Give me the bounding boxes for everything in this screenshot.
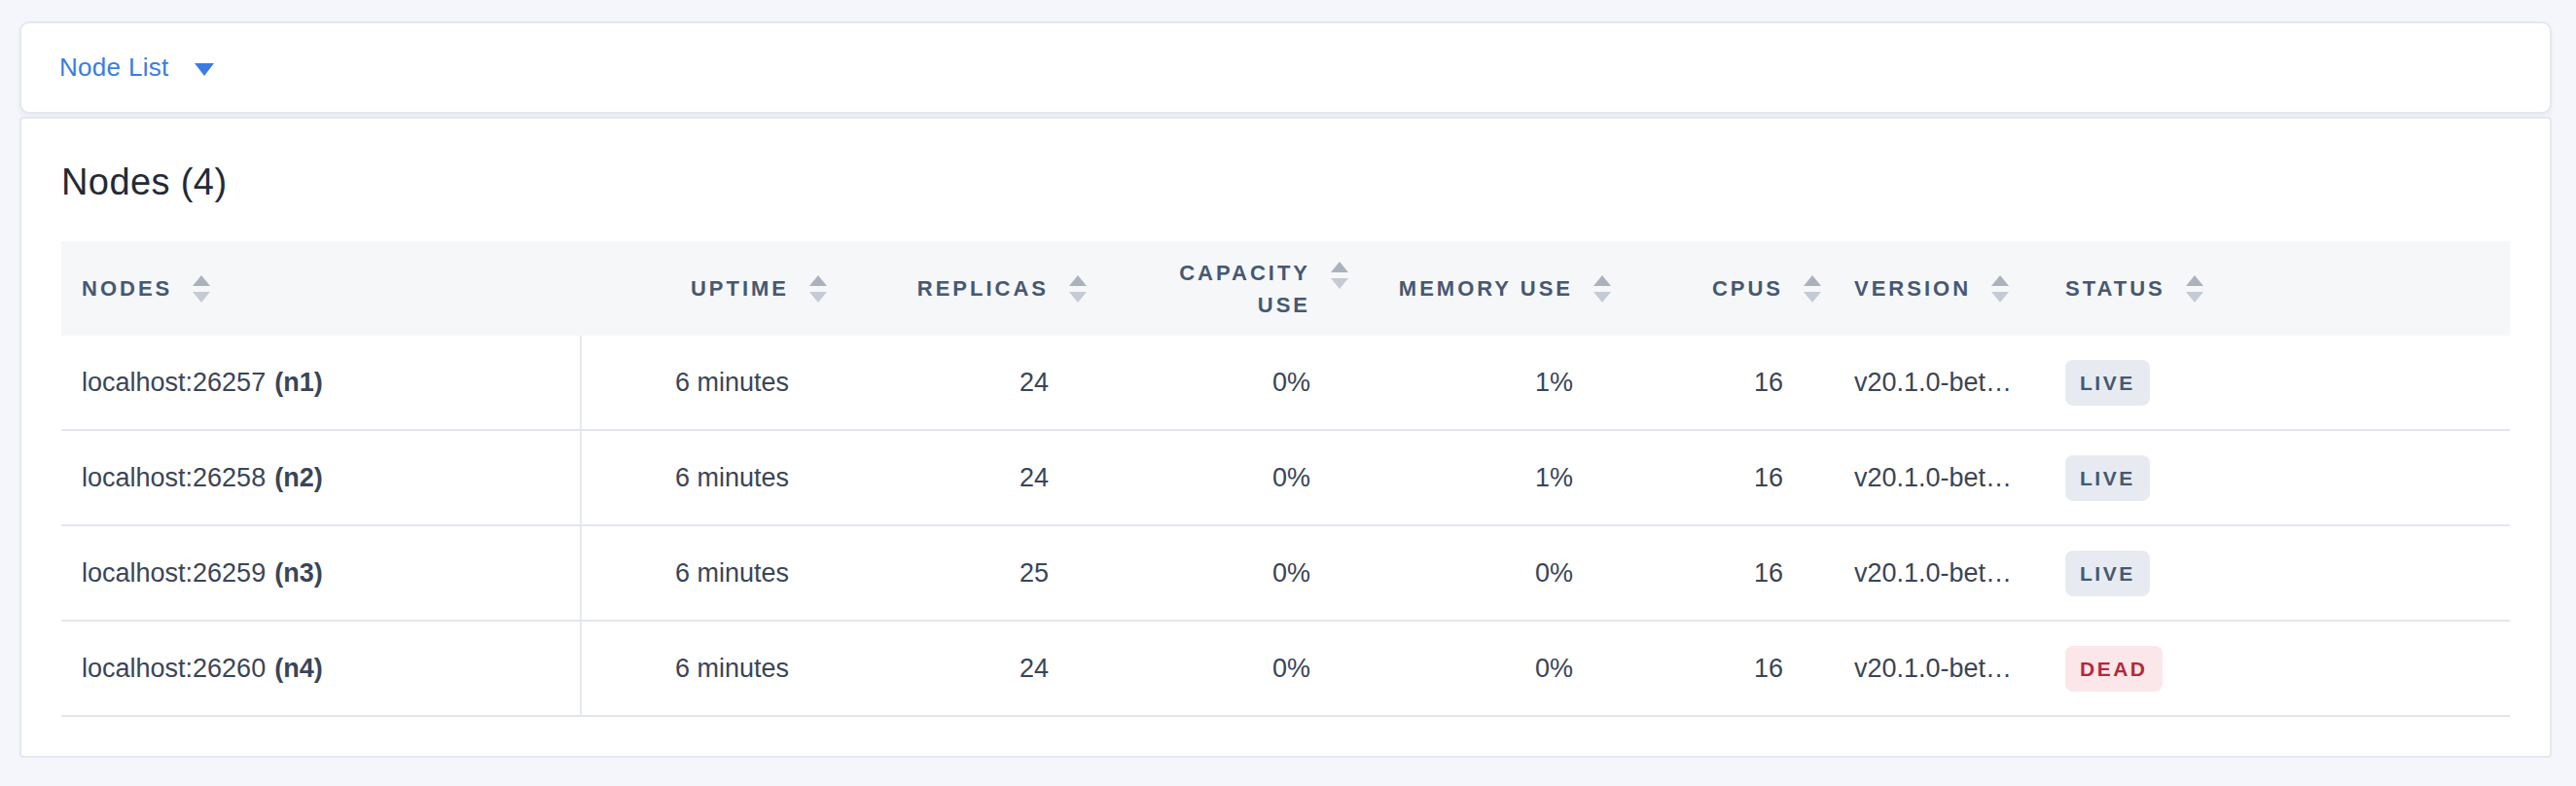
sort-arrows-icon: [1591, 275, 1614, 303]
column-header-nodes[interactable]: NODES: [61, 241, 582, 336]
replicas-cell: 24: [833, 336, 1092, 429]
status-cell: LIVE: [2044, 526, 2510, 620]
table-row-node-3[interactable]: localhost:26259 (n3) 6 minutes 25 0% 0% …: [61, 526, 2510, 622]
memory-use-cell: 0%: [1353, 526, 1616, 620]
capacity-use-cell: 0%: [1092, 526, 1353, 620]
column-header-capacity-use[interactable]: CAPACITY USE: [1092, 241, 1353, 336]
sort-down-icon: [1593, 292, 1611, 303]
nodes-panel: Nodes (4) NODES UPTIME REPLICAS CAPACITY…: [19, 117, 2552, 758]
sort-arrows-icon: [1328, 262, 1351, 289]
column-header-cpus[interactable]: CPUS: [1616, 241, 1820, 336]
sort-down-icon: [1069, 292, 1087, 303]
status-badge: LIVE: [2065, 551, 2150, 596]
table-row-node-1[interactable]: localhost:26257 (n1) 6 minutes 24 0% 1% …: [61, 336, 2510, 431]
uptime-cell: 6 minutes: [582, 336, 833, 429]
replicas-cell: 25: [833, 526, 1092, 620]
node-address: localhost:26258: [82, 463, 266, 493]
view-selector-bar: Node List: [19, 21, 2552, 114]
node-address: localhost:26257: [82, 368, 266, 398]
column-header-version[interactable]: VERSION: [1820, 241, 2044, 336]
node-address-cell: localhost:26260 (n4): [61, 622, 582, 715]
node-id: (n1): [274, 368, 323, 398]
column-header-label: UPTIME: [691, 276, 789, 302]
column-header-label: MEMORY USE: [1399, 276, 1573, 302]
node-list-dropdown[interactable]: Node List: [59, 53, 214, 83]
table-header-row: NODES UPTIME REPLICAS CAPACITY USE MEMOR…: [61, 241, 2510, 336]
sort-arrows-icon: [190, 275, 213, 303]
cpus-cell: 16: [1616, 431, 1820, 524]
sort-up-icon: [809, 275, 827, 286]
node-id: (n3): [274, 558, 323, 589]
sort-up-icon: [193, 275, 210, 286]
node-address-cell: localhost:26259 (n3): [61, 526, 582, 620]
node-address: localhost:26260: [82, 654, 266, 684]
column-header-label: CAPACITY USE: [1157, 257, 1310, 321]
nodes-table: NODES UPTIME REPLICAS CAPACITY USE MEMOR…: [61, 241, 2510, 717]
table-row-node-2[interactable]: localhost:26258 (n2) 6 minutes 24 0% 1% …: [61, 431, 2510, 526]
uptime-cell: 6 minutes: [582, 431, 833, 524]
status-badge: LIVE: [2065, 360, 2150, 406]
column-header-label: CPUS: [1712, 276, 1783, 302]
sort-down-icon: [2186, 292, 2203, 303]
capacity-use-cell: 0%: [1092, 336, 1353, 429]
capacity-use-cell: 0%: [1092, 431, 1353, 524]
cpus-cell: 16: [1616, 336, 1820, 429]
node-address-cell: localhost:26258 (n2): [61, 431, 582, 524]
sort-up-icon: [1069, 275, 1087, 286]
sort-arrows-icon: [806, 275, 830, 303]
status-badge: DEAD: [2065, 646, 2163, 692]
table-row-node-4[interactable]: localhost:26260 (n4) 6 minutes 24 0% 0% …: [61, 622, 2510, 717]
status-badge: LIVE: [2065, 455, 2150, 501]
sort-up-icon: [1804, 275, 1821, 286]
sort-up-icon: [2186, 275, 2203, 286]
node-id: (n2): [274, 463, 323, 493]
sort-arrows-icon: [1988, 275, 2012, 303]
panel-title: Nodes (4): [61, 119, 2510, 202]
column-header-replicas[interactable]: REPLICAS: [833, 241, 1092, 336]
node-list-dropdown-label: Node List: [59, 53, 169, 83]
column-header-label: VERSION: [1854, 276, 1971, 302]
sort-down-icon: [809, 292, 827, 303]
sort-arrows-icon: [1066, 275, 1090, 303]
status-cell: LIVE: [2044, 431, 2510, 524]
version-cell: v20.1.0-bet…: [1820, 336, 2044, 429]
sort-down-icon: [193, 292, 210, 303]
uptime-cell: 6 minutes: [582, 622, 833, 715]
node-address-cell: localhost:26257 (n1): [61, 336, 582, 429]
sort-up-icon: [1991, 275, 2009, 286]
node-address: localhost:26259: [82, 558, 266, 589]
sort-down-icon: [1804, 292, 1821, 303]
cpus-cell: 16: [1616, 622, 1820, 715]
caret-down-icon: [195, 63, 214, 76]
node-id: (n4): [274, 654, 323, 684]
uptime-cell: 6 minutes: [582, 526, 833, 620]
column-header-label: REPLICAS: [917, 276, 1049, 302]
column-header-label: STATUS: [2065, 276, 2165, 302]
column-header-uptime[interactable]: UPTIME: [582, 241, 833, 336]
sort-arrows-icon: [2183, 275, 2206, 303]
column-header-memory-use[interactable]: MEMORY USE: [1353, 241, 1616, 336]
version-cell: v20.1.0-bet…: [1820, 526, 2044, 620]
status-cell: LIVE: [2044, 336, 2510, 429]
memory-use-cell: 1%: [1353, 431, 1616, 524]
sort-down-icon: [1991, 292, 2009, 303]
memory-use-cell: 1%: [1353, 336, 1616, 429]
column-header-status[interactable]: STATUS: [2044, 241, 2510, 336]
sort-up-icon: [1593, 275, 1611, 286]
status-cell: DEAD: [2044, 622, 2510, 715]
cpus-cell: 16: [1616, 526, 1820, 620]
memory-use-cell: 0%: [1353, 622, 1616, 715]
version-cell: v20.1.0-bet…: [1820, 431, 2044, 524]
version-cell: v20.1.0-bet…: [1820, 622, 2044, 715]
sort-down-icon: [1331, 278, 1348, 289]
sort-up-icon: [1331, 262, 1348, 272]
capacity-use-cell: 0%: [1092, 622, 1353, 715]
replicas-cell: 24: [833, 431, 1092, 524]
column-header-label: NODES: [82, 276, 172, 302]
replicas-cell: 24: [833, 622, 1092, 715]
